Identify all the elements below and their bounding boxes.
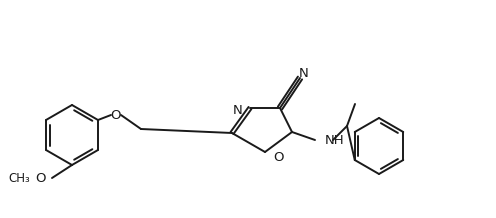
- Text: O: O: [111, 109, 121, 121]
- Text: O: O: [36, 172, 46, 184]
- Text: CH₃: CH₃: [8, 172, 30, 184]
- Text: N: N: [299, 66, 309, 80]
- Text: NH: NH: [325, 133, 345, 146]
- Text: O: O: [273, 150, 284, 164]
- Text: N: N: [233, 104, 243, 116]
